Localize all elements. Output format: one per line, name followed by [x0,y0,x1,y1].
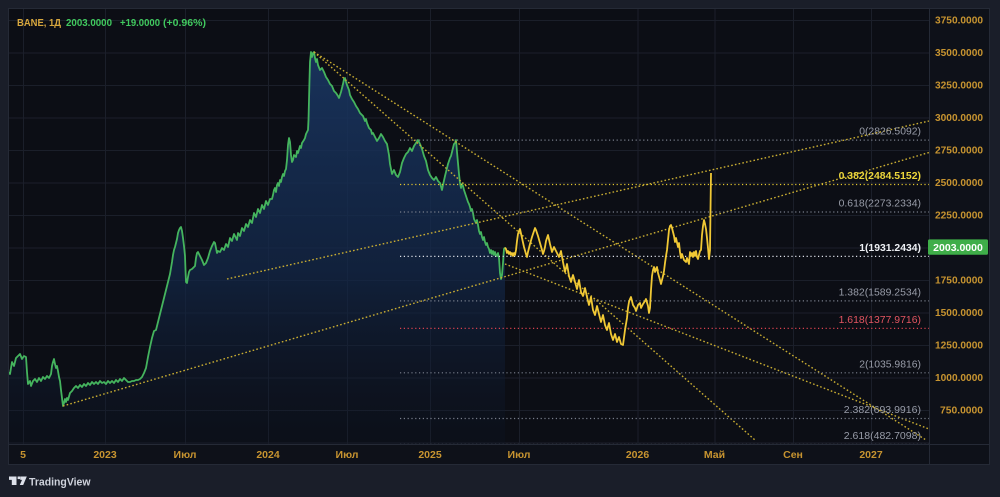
svg-text:2003.0000: 2003.0000 [933,242,983,254]
svg-text:3750.0000: 3750.0000 [935,15,983,27]
svg-text:2023: 2023 [93,449,117,461]
svg-text:2027: 2027 [859,449,883,461]
svg-text:1000.0000: 1000.0000 [935,372,983,384]
svg-text:1(1931.2434): 1(1931.2434) [859,242,921,254]
svg-text:1250.0000: 1250.0000 [935,340,983,352]
svg-text:Май: Май [704,449,725,461]
svg-text:1750.0000: 1750.0000 [935,275,983,287]
svg-text:2024: 2024 [256,449,280,461]
svg-text:5: 5 [20,449,26,461]
svg-text:(+0.96%): (+0.96%) [163,17,206,29]
svg-text:750.0000: 750.0000 [940,405,983,417]
svg-text:2026: 2026 [626,449,650,461]
svg-text:Июл: Июл [174,449,197,461]
svg-text:+19.0000: +19.0000 [120,17,160,29]
svg-text:0.382(2484.5152): 0.382(2484.5152) [839,170,921,182]
svg-text:2750.0000: 2750.0000 [935,145,983,157]
svg-text:3500.0000: 3500.0000 [935,47,983,59]
svg-text:2500.0000: 2500.0000 [935,177,983,189]
svg-text:2(1035.9816): 2(1035.9816) [859,358,921,370]
svg-text:2025: 2025 [418,449,442,461]
svg-text:Июл: Июл [336,449,359,461]
svg-text:2.618(482.7098): 2.618(482.7098) [844,430,921,442]
svg-text:Июл: Июл [508,449,531,461]
svg-text:1.618(1377.9716): 1.618(1377.9716) [839,314,921,326]
svg-text:Сен: Сен [783,449,803,461]
svg-text:1.382(1589.2534): 1.382(1589.2534) [839,286,921,298]
svg-text:TradingView: TradingView [29,477,91,489]
svg-text:3000.0000: 3000.0000 [935,112,983,124]
svg-text:2250.0000: 2250.0000 [935,210,983,222]
svg-text:0(2826.5092): 0(2826.5092) [859,126,921,138]
svg-text:3250.0000: 3250.0000 [935,80,983,92]
svg-text:2.382(693.9916): 2.382(693.9916) [844,404,921,416]
svg-text:1500.0000: 1500.0000 [935,307,983,319]
svg-text:0.618(2273.2334): 0.618(2273.2334) [839,198,921,210]
svg-text:2003.0000: 2003.0000 [66,17,112,29]
svg-text:BANE, 1Д: BANE, 1Д [17,17,61,29]
